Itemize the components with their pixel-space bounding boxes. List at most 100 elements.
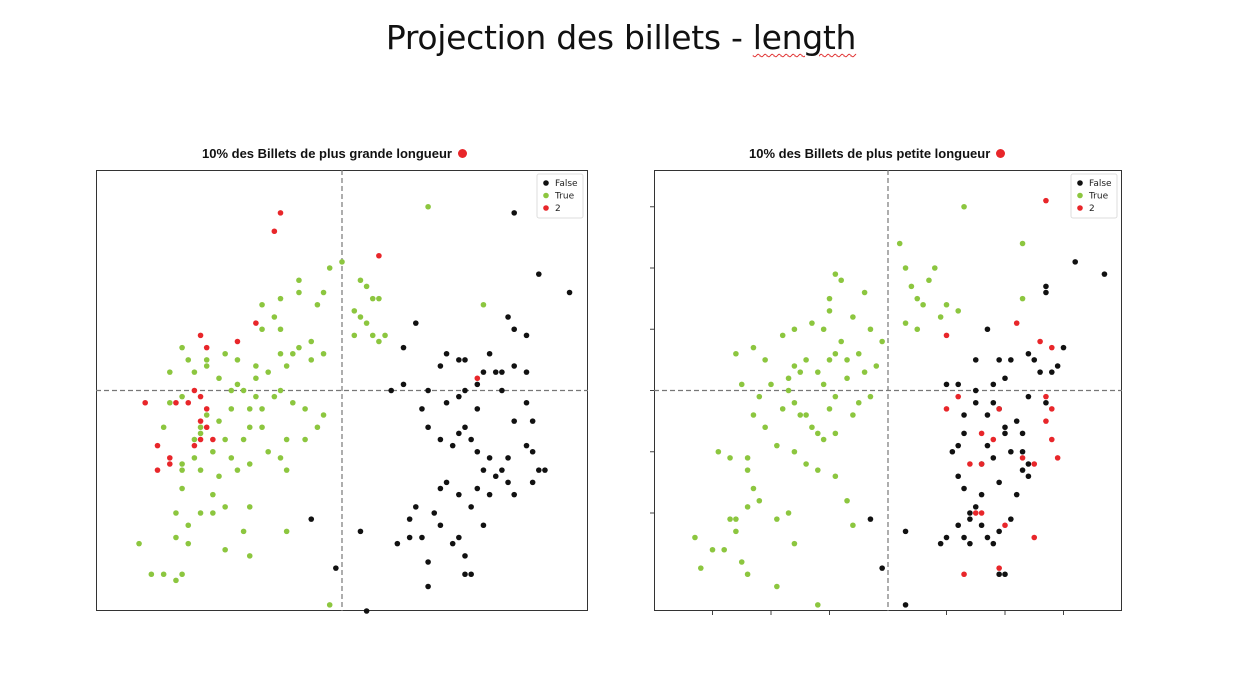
- data-point: [996, 479, 1002, 486]
- data-point: [160, 571, 167, 578]
- data-point: [990, 381, 997, 388]
- data-point: [955, 473, 961, 480]
- legend: False True 2: [536, 173, 584, 219]
- data-point: [1037, 369, 1043, 375]
- data-point: [511, 491, 517, 498]
- data-point: [216, 418, 222, 424]
- data-point: [990, 540, 997, 547]
- data-point: [955, 308, 961, 314]
- data-point: [197, 418, 204, 424]
- data-point: [222, 350, 228, 357]
- data-point: [850, 314, 856, 320]
- data-point: [1002, 430, 1008, 437]
- data-point: [709, 546, 716, 553]
- data-point: [990, 455, 997, 461]
- data-point: [838, 277, 844, 284]
- chart-1-title: 10% des Billets de plus grande longueur: [202, 146, 467, 161]
- data-point: [820, 381, 827, 388]
- data-point: [167, 369, 173, 375]
- data-point: [277, 387, 284, 394]
- data-point: [283, 528, 290, 535]
- series-2: [943, 197, 1061, 578]
- legend-marker: [1077, 205, 1083, 211]
- data-point: [756, 497, 763, 504]
- data-point: [984, 534, 991, 541]
- data-point: [234, 381, 241, 388]
- data-point: [815, 430, 821, 437]
- data-point: [197, 510, 204, 516]
- data-point: [779, 406, 786, 412]
- data-point: [511, 326, 517, 333]
- data-point: [797, 369, 804, 375]
- data-point: [210, 448, 216, 455]
- data-point: [499, 467, 505, 473]
- data-point: [809, 424, 815, 431]
- data-point: [721, 546, 727, 553]
- data-point: [136, 540, 142, 547]
- red-dot-icon: [996, 149, 1006, 158]
- data-point: [1031, 357, 1038, 363]
- data-point: [523, 369, 530, 375]
- data-point: [826, 295, 833, 302]
- data-point: [265, 448, 271, 455]
- data-point: [197, 424, 204, 431]
- data-point: [486, 455, 493, 461]
- data-point: [955, 522, 961, 529]
- data-point: [277, 326, 284, 333]
- data-point: [1008, 516, 1014, 522]
- data-point: [425, 559, 431, 565]
- data-point: [474, 485, 481, 492]
- data-point: [363, 320, 370, 326]
- data-point: [179, 461, 185, 467]
- data-point: [1002, 375, 1008, 382]
- data-point: [173, 577, 179, 584]
- data-point: [523, 442, 530, 449]
- data-point: [210, 510, 216, 516]
- series-false: [308, 210, 573, 614]
- data-point: [425, 583, 431, 590]
- data-point: [996, 406, 1002, 412]
- data-point: [259, 326, 265, 333]
- data-point: [733, 528, 739, 535]
- data-point: [873, 363, 880, 369]
- data-point: [1013, 320, 1020, 326]
- data-point: [1037, 338, 1043, 345]
- data-point: [419, 534, 425, 541]
- data-point: [914, 295, 921, 302]
- data-point: [462, 424, 468, 431]
- data-point: [505, 455, 511, 461]
- data-point: [351, 332, 358, 339]
- data-point: [996, 565, 1002, 571]
- series-false: [867, 259, 1108, 608]
- data-point: [179, 467, 185, 473]
- legend-marker: [1077, 192, 1083, 199]
- data-point: [536, 271, 542, 277]
- data-point: [474, 406, 481, 412]
- data-point: [961, 430, 967, 437]
- data-point: [320, 350, 327, 357]
- data-point: [240, 387, 247, 394]
- data-point: [967, 461, 973, 467]
- legend-label: True: [1088, 192, 1109, 202]
- data-point: [1013, 418, 1020, 424]
- data-point: [1043, 393, 1049, 400]
- data-point: [529, 448, 536, 455]
- data-point: [308, 516, 315, 522]
- data-point: [791, 399, 798, 406]
- data-point: [253, 320, 259, 326]
- data-point: [259, 406, 265, 412]
- data-point: [253, 393, 259, 400]
- data-point: [867, 393, 874, 400]
- data-point: [333, 565, 339, 571]
- data-point: [259, 424, 265, 431]
- data-point: [456, 357, 462, 363]
- data-point: [376, 338, 382, 345]
- data-point: [791, 363, 798, 369]
- data-point: [1025, 461, 1032, 467]
- data-point: [955, 442, 961, 449]
- series-true: [136, 203, 487, 608]
- data-point: [425, 424, 431, 431]
- data-point: [499, 387, 505, 394]
- data-point: [456, 430, 462, 437]
- data-point: [943, 534, 950, 541]
